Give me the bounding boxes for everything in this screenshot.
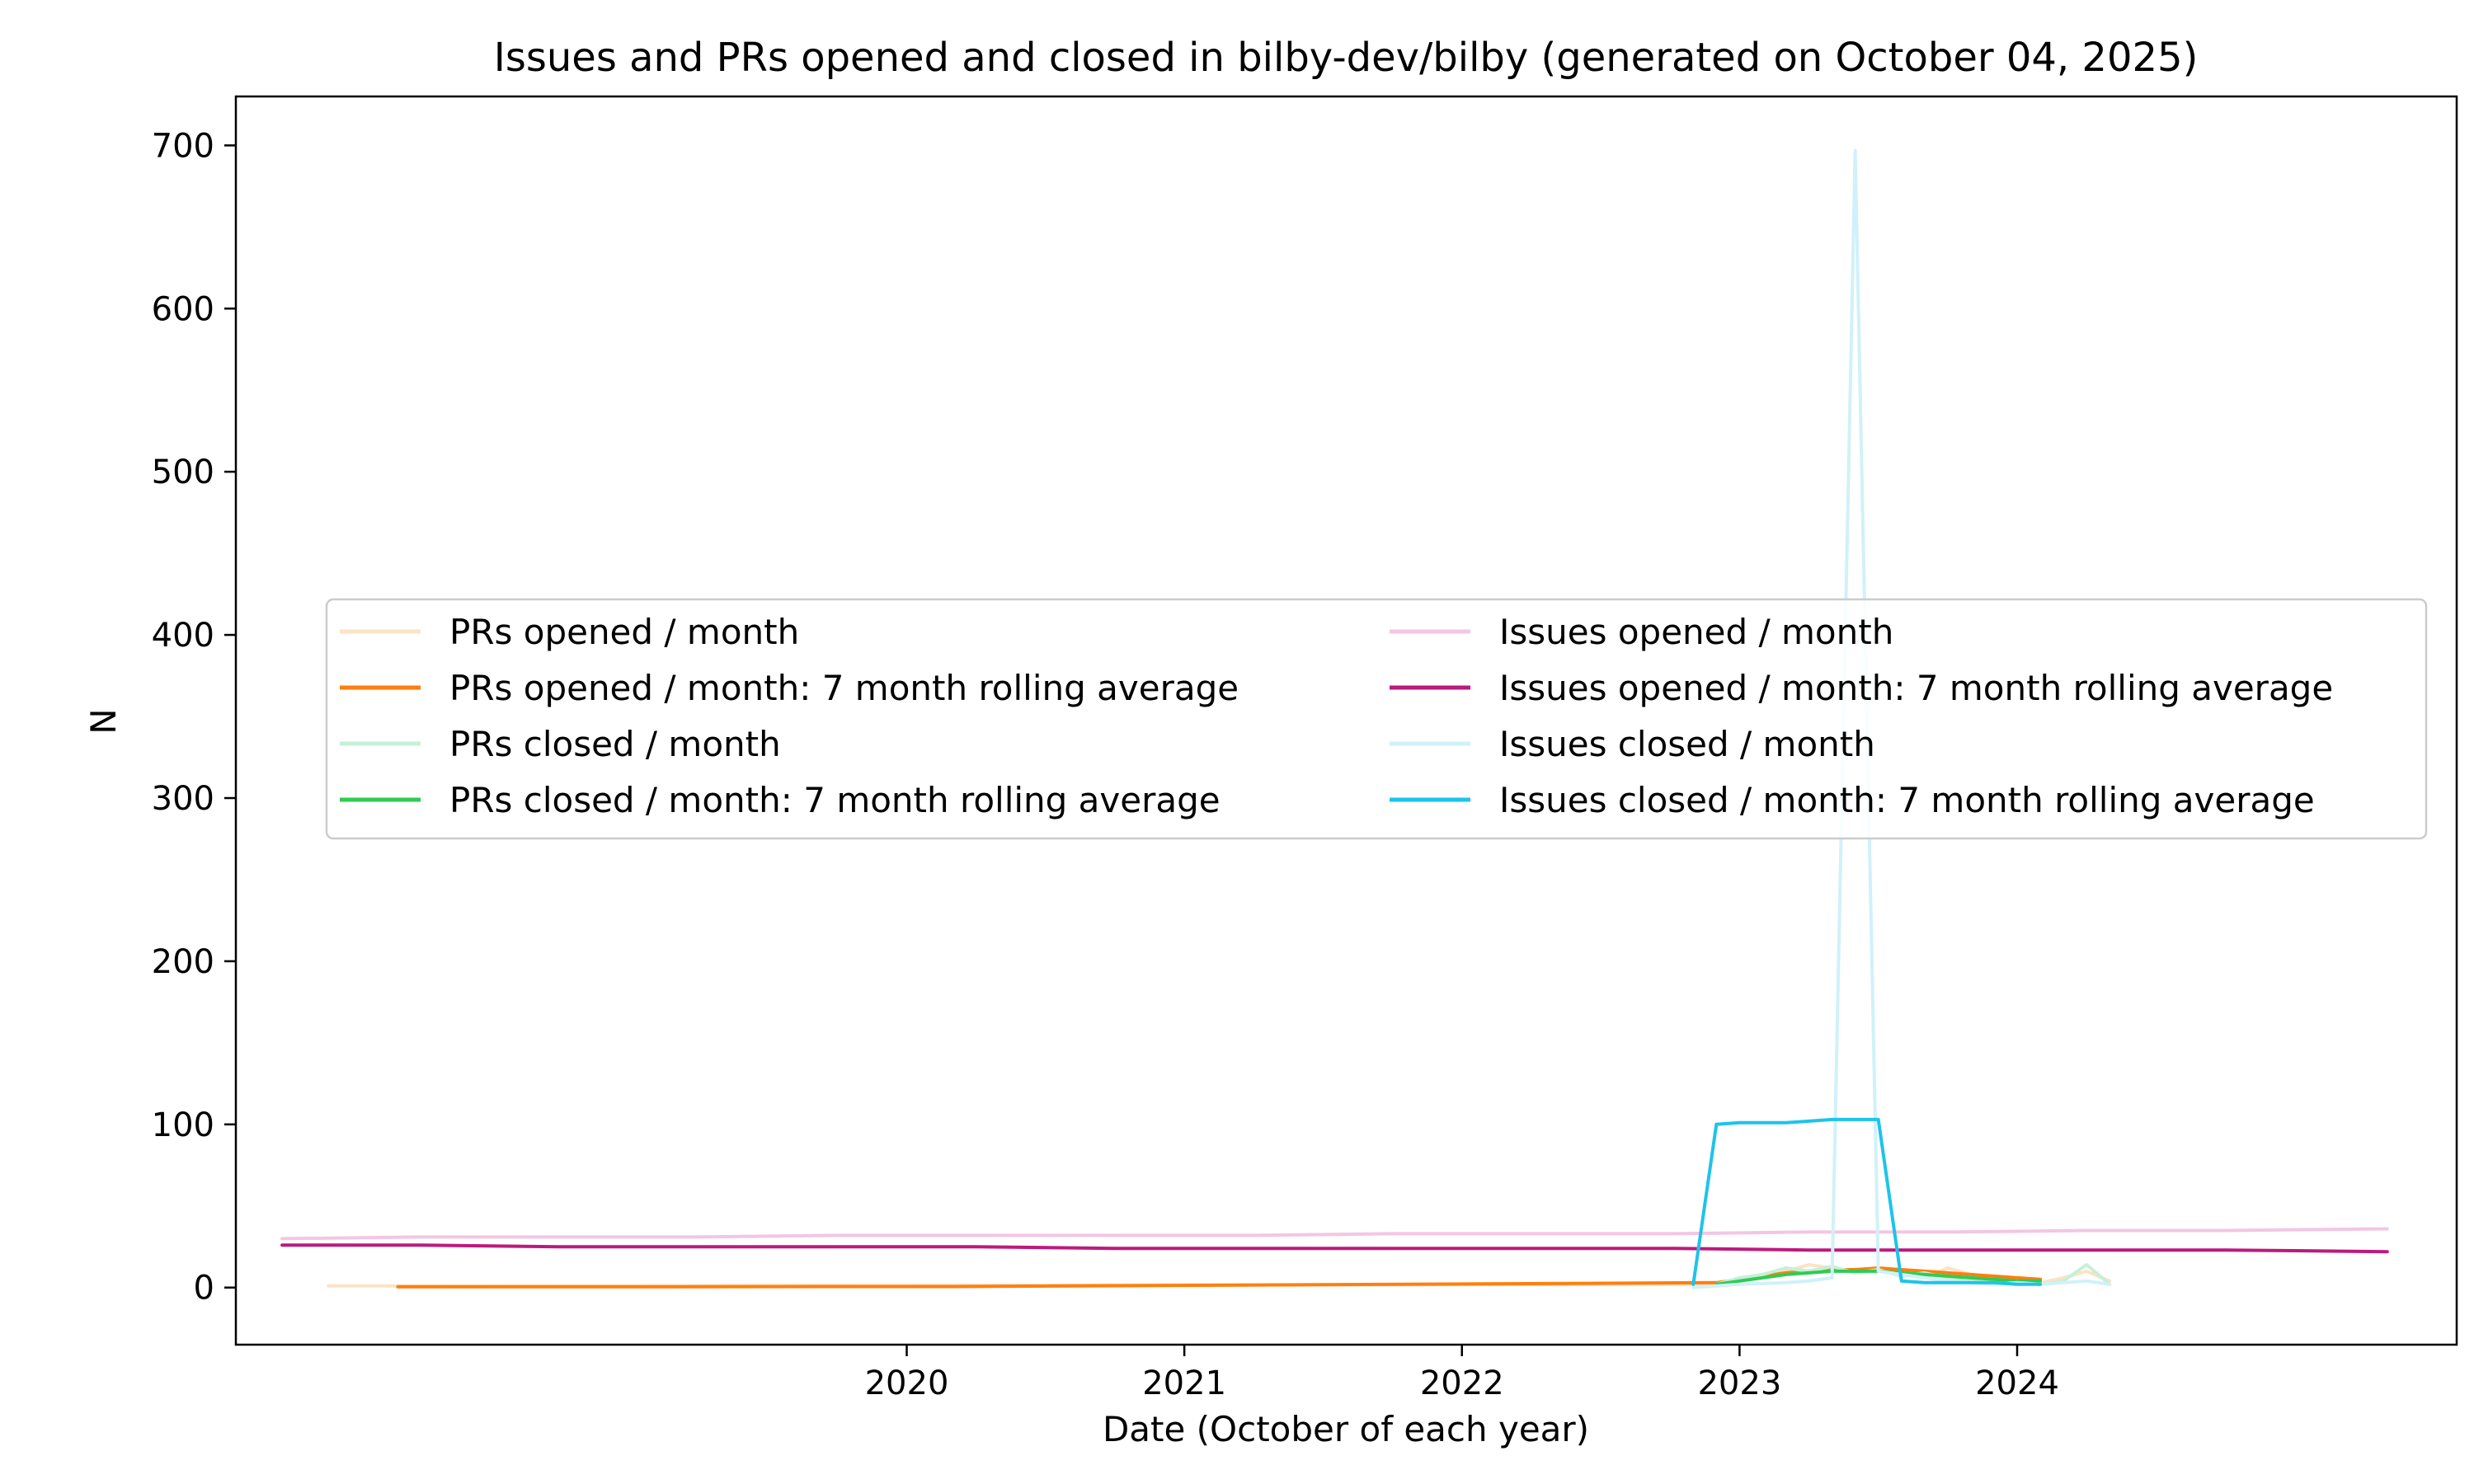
legend-entry-label: Issues closed / month: 7 month rolling a…: [1499, 780, 2315, 820]
series-layer: [280, 148, 2389, 1289]
y-tick-label: 500: [152, 453, 214, 491]
legend-entry-label: Issues closed / month: [1499, 724, 1875, 764]
y-tick-label: 600: [152, 290, 214, 328]
series-line-6: [280, 1243, 2389, 1254]
legend-entry-label: PRs opened / month: 7 month rolling aver…: [449, 668, 1239, 708]
x-tick-label: 2023: [1697, 1364, 1781, 1402]
plot-area: [234, 95, 2458, 1346]
series-line-7: [1691, 148, 2112, 1289]
x-tick-label: 2024: [1975, 1364, 2059, 1402]
legend-entry-label: PRs closed / month: [449, 724, 781, 764]
y-tick-label: 0: [194, 1270, 214, 1308]
y-tick-label: 200: [152, 943, 214, 981]
y-tick-label: 700: [152, 127, 214, 165]
legend-entry-label: Issues opened / month: [1499, 612, 1893, 652]
x-axis: 2020 2021 2022 2023 2024: [865, 1345, 2059, 1402]
legend: PRs opened / month PRs opened / month: 7 …: [325, 598, 2428, 840]
y-tick-label: 400: [152, 617, 214, 655]
x-tick-label: 2021: [1142, 1364, 1226, 1402]
x-tick-label: 2022: [1420, 1364, 1504, 1402]
series-line-8: [1691, 1117, 2043, 1286]
legend-box: [325, 598, 2428, 840]
y-axis-label: N: [83, 708, 124, 734]
plot-frame: [234, 95, 2458, 1346]
legend-entry-label: PRs opened / month: [449, 612, 799, 652]
y-tick-label: 300: [152, 780, 214, 818]
x-axis-label: Date (October of each year): [1103, 1409, 1589, 1449]
x-tick-label: 2020: [865, 1364, 949, 1402]
y-tick-label: 100: [152, 1106, 214, 1144]
legend-entry-label: Issues opened / month: 7 month rolling a…: [1499, 668, 2333, 708]
legend-entry-label: PRs closed / month: 7 month rolling aver…: [449, 780, 1221, 820]
series-line-5: [280, 1227, 2389, 1241]
y-axis: 0 100 200 300 400 500 600 700: [152, 127, 236, 1308]
chart-title: Issues and PRs opened and closed in bilb…: [494, 35, 2199, 81]
